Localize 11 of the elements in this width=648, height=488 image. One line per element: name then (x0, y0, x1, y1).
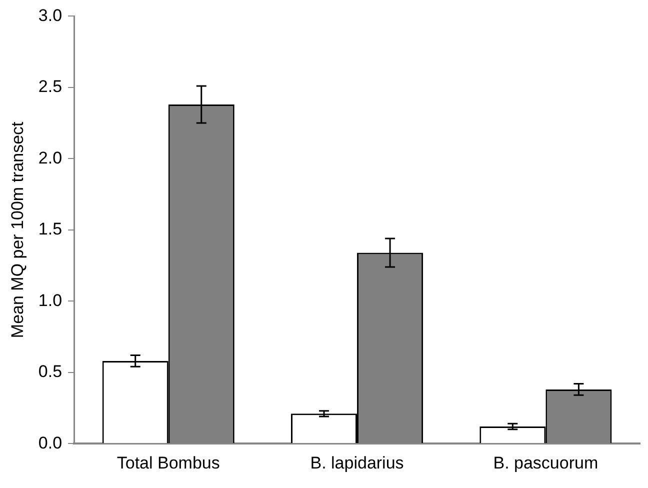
y-tick-label: 1.0 (38, 290, 62, 310)
y-tick-label: 1.5 (38, 220, 62, 239)
y-tick-label: 0.5 (38, 362, 62, 382)
x-tick-label: B. lapidarius (310, 453, 404, 472)
y-tick-label: 2.0 (38, 148, 62, 168)
y-tick-label: 0.0 (38, 433, 62, 452)
y-tick-label: 2.5 (38, 77, 62, 96)
x-tick-label: Total Bombus (116, 453, 220, 472)
x-tick-label: B. pascuorum (493, 453, 598, 472)
y-tick-label: 3.0 (38, 6, 62, 25)
y-axis-title: Mean MQ per 100m transect (8, 121, 27, 338)
